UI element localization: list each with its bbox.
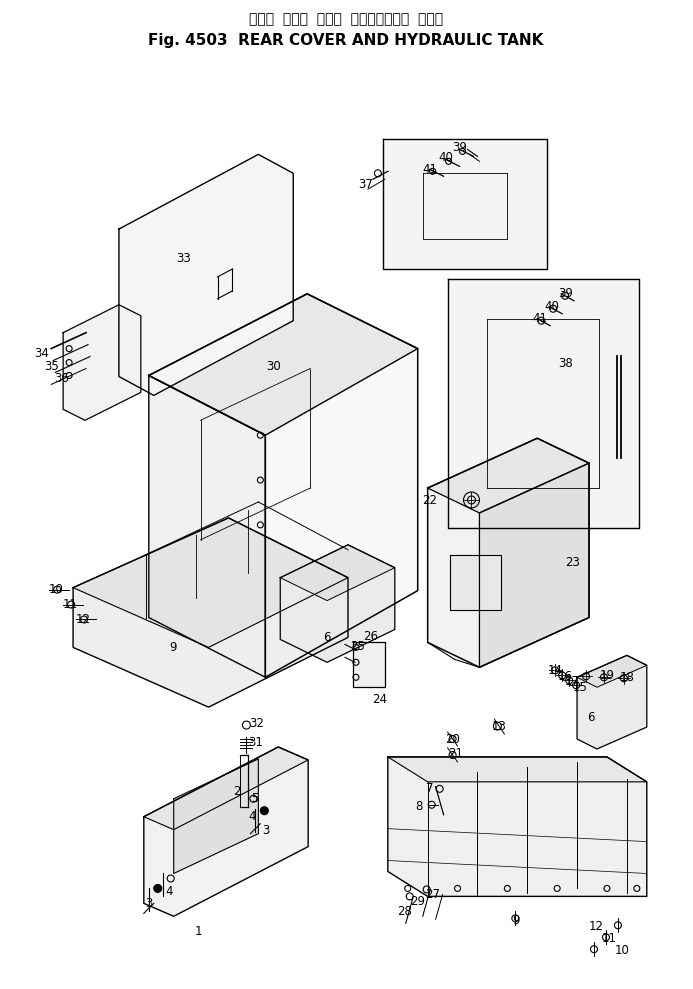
- Text: 19: 19: [599, 669, 615, 681]
- Text: 2: 2: [233, 785, 240, 798]
- Text: 39: 39: [452, 140, 467, 154]
- Polygon shape: [428, 438, 589, 668]
- Polygon shape: [577, 656, 647, 687]
- Text: 40: 40: [545, 301, 560, 314]
- Text: 29: 29: [410, 895, 426, 908]
- Polygon shape: [174, 759, 258, 873]
- Text: 4: 4: [249, 810, 256, 823]
- Text: 36: 36: [54, 372, 69, 385]
- Text: 16: 16: [558, 670, 572, 682]
- Text: 20: 20: [445, 733, 460, 746]
- Polygon shape: [144, 747, 308, 830]
- Text: 33: 33: [176, 252, 191, 265]
- Text: 12: 12: [76, 613, 91, 626]
- Text: 12: 12: [588, 920, 604, 933]
- Polygon shape: [450, 555, 501, 609]
- Polygon shape: [73, 518, 348, 707]
- Polygon shape: [480, 463, 589, 668]
- Polygon shape: [388, 757, 647, 782]
- Polygon shape: [149, 294, 418, 677]
- Text: 22: 22: [422, 494, 437, 507]
- Text: 28: 28: [397, 905, 412, 918]
- Polygon shape: [448, 279, 639, 528]
- Text: 41: 41: [422, 163, 437, 176]
- Text: 31: 31: [248, 736, 263, 749]
- Text: 25: 25: [351, 640, 365, 653]
- Text: 7: 7: [426, 782, 433, 795]
- Text: 3: 3: [145, 897, 152, 910]
- Text: 24: 24: [372, 692, 387, 706]
- Polygon shape: [280, 545, 395, 600]
- Text: 9: 9: [513, 914, 520, 927]
- Text: リヤー  カバー  および  ハイドロリック  タンク: リヤー カバー および ハイドロリック タンク: [249, 12, 443, 26]
- Text: 3: 3: [263, 824, 270, 837]
- Polygon shape: [428, 438, 589, 513]
- Polygon shape: [119, 154, 293, 396]
- Text: 39: 39: [558, 288, 572, 301]
- Text: 4: 4: [165, 885, 173, 898]
- Polygon shape: [73, 518, 348, 648]
- Text: 1: 1: [195, 925, 202, 938]
- Text: 10: 10: [49, 584, 64, 596]
- Text: 8: 8: [415, 800, 423, 813]
- Text: 30: 30: [266, 360, 281, 373]
- Text: 14: 14: [547, 664, 563, 676]
- Text: 15: 15: [572, 680, 588, 693]
- Text: 9: 9: [169, 641, 177, 654]
- Text: Fig. 4503  REAR COVER AND HYDRAULIC TANK: Fig. 4503 REAR COVER AND HYDRAULIC TANK: [148, 34, 544, 48]
- Text: 38: 38: [558, 357, 572, 370]
- Text: 5: 5: [251, 792, 258, 805]
- Text: 21: 21: [448, 748, 463, 761]
- Circle shape: [261, 807, 268, 815]
- Text: 17: 17: [565, 674, 579, 687]
- Polygon shape: [353, 643, 385, 687]
- Polygon shape: [383, 139, 547, 269]
- Circle shape: [154, 884, 161, 892]
- Polygon shape: [577, 656, 647, 749]
- Text: 6: 6: [324, 631, 331, 644]
- Text: 27: 27: [425, 888, 440, 901]
- Polygon shape: [149, 294, 418, 435]
- Polygon shape: [63, 305, 141, 420]
- Text: 11: 11: [62, 598, 78, 611]
- Text: 23: 23: [565, 556, 579, 570]
- Text: 11: 11: [602, 932, 617, 944]
- Text: 26: 26: [363, 630, 378, 643]
- Text: 18: 18: [620, 671, 634, 683]
- Polygon shape: [280, 545, 395, 663]
- Text: 13: 13: [492, 720, 507, 733]
- Text: 37: 37: [358, 178, 374, 191]
- Polygon shape: [388, 757, 647, 896]
- Polygon shape: [144, 747, 308, 916]
- Text: 35: 35: [44, 360, 59, 373]
- Polygon shape: [149, 376, 265, 677]
- Text: 6: 6: [587, 711, 595, 724]
- Text: 41: 41: [533, 313, 547, 325]
- Text: 10: 10: [615, 944, 629, 956]
- Text: 32: 32: [249, 717, 264, 730]
- Text: 40: 40: [438, 151, 453, 164]
- Text: 34: 34: [34, 347, 49, 360]
